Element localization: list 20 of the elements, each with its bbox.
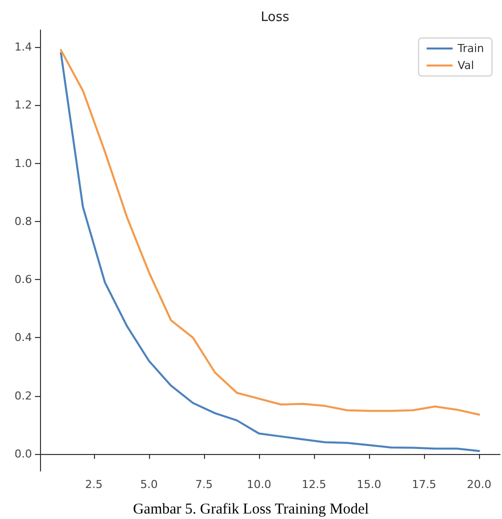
text: Gambar 5. Grafik Loss Training Model — [132, 502, 369, 518]
y-tick-label: 1.2 — [14, 98, 32, 112]
y-tick-label: 0.4 — [14, 331, 32, 344]
x-tick-label: 2.5 — [85, 478, 103, 491]
x-tick-label: 5.0 — [140, 478, 158, 491]
legend-label: Train — [456, 42, 484, 55]
legend-label: Val — [458, 59, 474, 72]
y-tick-label: 0.8 — [14, 214, 32, 228]
y-tick-label: 0.2 — [14, 389, 32, 402]
x-tick-label: 17.5 — [412, 478, 436, 491]
x-tick-label: 15.0 — [356, 478, 382, 491]
x-tick-label: 10.0 — [246, 478, 272, 491]
y-tick-label: 1.4 — [14, 40, 32, 54]
y-tick-label: 0.6 — [14, 273, 32, 286]
chart-title: Loss — [260, 10, 290, 25]
x-tick-label: 20.0 — [466, 478, 492, 491]
y-tick-label: 1.0 — [14, 156, 32, 170]
x-tick-label: 7.5 — [195, 478, 213, 491]
y-tick-label: 0.0 — [14, 447, 32, 460]
x-tick-label: 12.5 — [302, 478, 326, 491]
